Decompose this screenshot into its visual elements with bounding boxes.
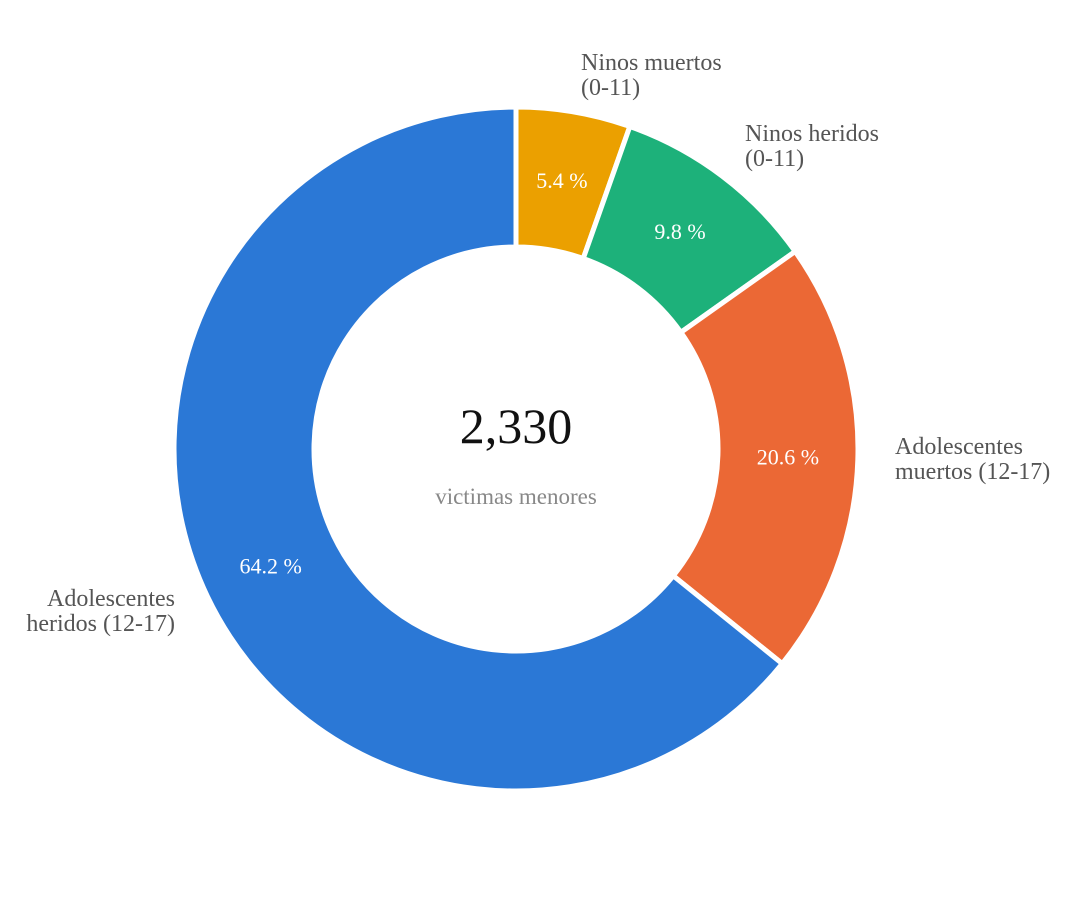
slice-category-label-line: Adolescentes — [47, 586, 175, 612]
slice-percent-label-2: 20.6 % — [757, 445, 819, 470]
slice-category-label-1: Ninos heridos (0-11) — [745, 121, 879, 172]
slice-category-label-line: heridos (12-17) — [26, 611, 175, 637]
donut-slices — [171, 104, 861, 794]
slice-category-label-line: muertos (12-17) — [895, 459, 1050, 485]
slice-percent-label-0: 5.4 % — [536, 168, 587, 193]
slice-3[interactable] — [171, 104, 786, 794]
slice-percent-label-1: 9.8 % — [654, 219, 705, 244]
slice-category-label-0: Ninos muertos (0-11) — [581, 50, 722, 101]
slice-category-label-2: Adolescentes muertos (12-17) — [895, 434, 1050, 485]
slice-category-label-line: (0-11) — [581, 75, 640, 101]
slice-percent-label-3: 64.2 % — [239, 553, 301, 578]
slice-2[interactable] — [669, 247, 861, 668]
center-subtitle: victimas menores — [435, 484, 597, 509]
slice-category-label-line: Ninos muertos — [581, 50, 722, 76]
center-total: 2,330 — [460, 398, 573, 454]
slice-category-label-line: Ninos heridos — [745, 121, 879, 147]
slice-category-label-3: Adolescentes heridos (12-17) — [26, 586, 175, 637]
category-labels: Ninos muertos (0-11)Ninos heridos (0-11)Ad… — [26, 50, 1050, 637]
slice-category-label-line: Adolescentes — [895, 434, 1023, 460]
slice-category-label-line: (0-11) — [745, 146, 804, 172]
percent-labels: 5.4 % 9.8 % 20.6 % 64.2 % — [239, 168, 819, 578]
